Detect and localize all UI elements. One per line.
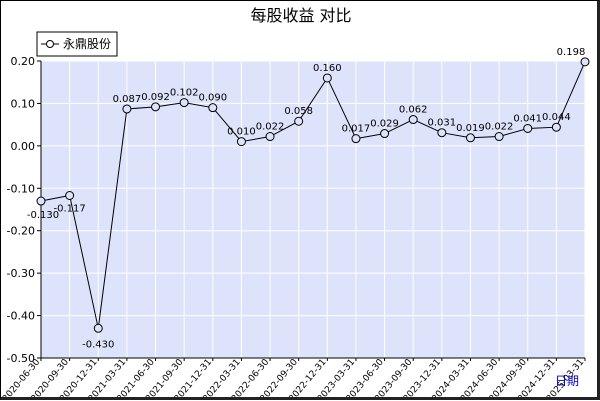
data-label: 0.010 bbox=[227, 127, 256, 138]
data-point bbox=[322, 73, 332, 83]
data-label: 0.092 bbox=[141, 92, 170, 103]
data-point bbox=[494, 132, 504, 142]
data-point bbox=[351, 134, 361, 144]
data-label: 0.044 bbox=[542, 112, 571, 123]
data-point bbox=[580, 57, 590, 67]
data-point bbox=[208, 103, 218, 113]
data-label: 0.022 bbox=[256, 122, 285, 133]
data-label: -0.430 bbox=[82, 339, 114, 350]
data-point bbox=[465, 133, 475, 143]
data-label: 0.090 bbox=[198, 93, 227, 104]
data-label: 0.041 bbox=[513, 113, 542, 124]
data-point bbox=[36, 196, 46, 206]
series bbox=[36, 57, 590, 333]
y-tick-label: -0.10 bbox=[7, 182, 35, 195]
data-label: -0.130 bbox=[27, 210, 59, 221]
plot-area bbox=[41, 61, 585, 358]
data-label: 0.087 bbox=[113, 94, 142, 105]
data-point bbox=[523, 123, 533, 133]
data-point bbox=[265, 132, 275, 142]
y-tick-label: -0.50 bbox=[7, 352, 35, 365]
data-label: 0.031 bbox=[428, 118, 457, 129]
legend: 永鼎股份 bbox=[36, 31, 118, 57]
data-point bbox=[151, 102, 161, 112]
y-tick-label: 0.10 bbox=[11, 97, 36, 110]
data-point bbox=[179, 98, 189, 108]
data-labels: -0.130-0.117 -0.430 0.087 0.092 0.102 0.090 0.… bbox=[27, 47, 585, 350]
y-tick-label: -0.40 bbox=[7, 310, 35, 323]
data-label: 0.022 bbox=[485, 122, 514, 133]
data-point bbox=[65, 190, 75, 200]
chart-title: 每股收益 对比 bbox=[250, 6, 351, 25]
data-label: 0.058 bbox=[284, 106, 313, 117]
x-axis-label: 日期 bbox=[555, 374, 579, 388]
data-label: 0.019 bbox=[456, 123, 485, 134]
y-tick-label: 0.00 bbox=[11, 140, 36, 153]
data-point bbox=[380, 129, 390, 139]
data-label: 0.062 bbox=[399, 105, 428, 116]
data-point bbox=[122, 104, 132, 114]
data-label: 0.029 bbox=[370, 119, 399, 130]
data-point bbox=[294, 116, 304, 126]
data-label: -0.117 bbox=[54, 203, 86, 214]
y-tick-label: -0.30 bbox=[7, 267, 35, 280]
y-tick-label: -0.20 bbox=[7, 225, 35, 238]
legend-marker-swatch bbox=[46, 40, 54, 48]
y-tick-label: 0.20 bbox=[11, 55, 36, 68]
axes bbox=[40, 61, 585, 359]
data-label: 0.017 bbox=[342, 124, 371, 135]
series-line bbox=[40, 61, 586, 329]
legend-label: 永鼎股份 bbox=[63, 37, 111, 51]
data-point bbox=[551, 122, 561, 132]
data-label: 0.198 bbox=[557, 47, 586, 58]
data-label: 0.102 bbox=[170, 88, 199, 99]
data-point bbox=[93, 323, 103, 333]
y-tick-labels: 0.20 0.10 0.00 -0.10 -0.20 -0.30 -0.40 -0.50 bbox=[7, 55, 41, 365]
data-point bbox=[408, 115, 418, 125]
data-label: 0.160 bbox=[313, 63, 342, 74]
x-tick-labels: 2020-06-302020-09-302020-12-312021-03-31… bbox=[1, 357, 586, 401]
data-point bbox=[437, 128, 447, 138]
data-point bbox=[236, 137, 246, 147]
